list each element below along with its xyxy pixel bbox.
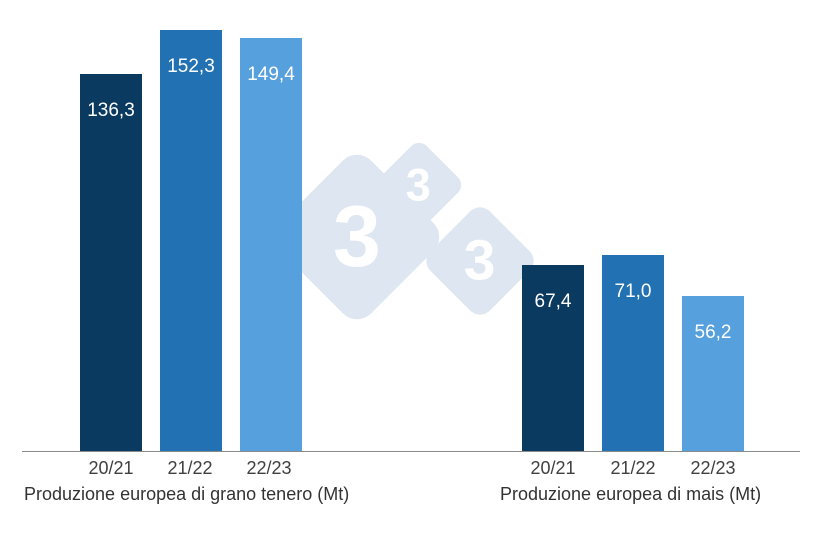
tick-label-maize-2223: 22/23	[690, 458, 736, 478]
tick-label-maize-2122: 21/22	[610, 458, 656, 478]
bar-wheat-22-23[interactable]: 149,4	[240, 37, 302, 451]
bar-value-label: 136,3	[87, 99, 135, 121]
group-caption-maize: Produzione europea di mais (Mt)	[500, 484, 762, 504]
bar-maize-22-23[interactable]: 56,2	[682, 295, 744, 451]
group-caption-wheat: Produzione europea di grano tenero (Mt)	[24, 484, 350, 504]
bar-value-label: 67,4	[534, 290, 572, 312]
bar-value-label: 152,3	[167, 55, 215, 77]
bar-maize-21-22[interactable]: 71,0	[602, 254, 664, 451]
tick-label-wheat-2021: 20/21	[88, 458, 134, 478]
bar-wheat-20-21[interactable]: 136,3	[80, 73, 142, 451]
bar-wheat-21-22[interactable]: 152,3	[160, 29, 222, 451]
bar-maize-20-21[interactable]: 67,4	[522, 264, 584, 451]
x-axis-line	[22, 451, 800, 452]
bar-value-label: 56,2	[694, 321, 732, 343]
bar-value-label: 71,0	[614, 280, 652, 302]
tick-label-maize-2021: 20/21	[530, 458, 576, 478]
tick-label-wheat-2223: 22/23	[246, 458, 292, 478]
tick-label-wheat-2122: 21/22	[167, 458, 213, 478]
bar-value-label: 149,4	[247, 63, 295, 85]
